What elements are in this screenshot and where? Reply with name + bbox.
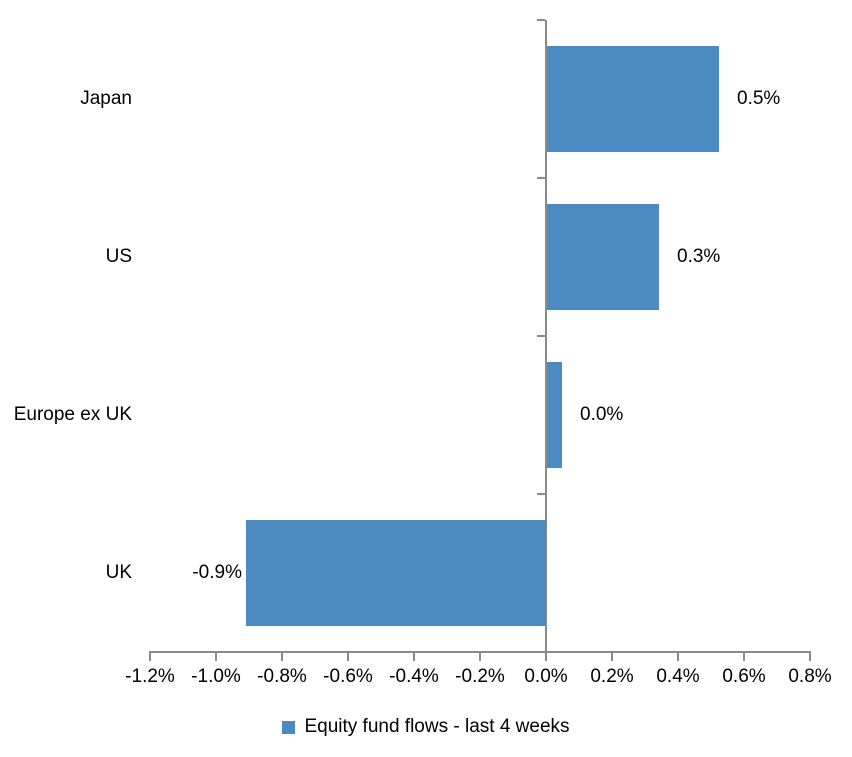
x-axis-tick-label: 0.6% xyxy=(722,666,766,687)
x-axis-tick xyxy=(347,653,349,661)
x-axis-tick-label: 0.0% xyxy=(524,666,568,687)
category-label-us: US xyxy=(105,246,132,267)
x-axis-tick xyxy=(611,653,613,661)
x-axis-tick xyxy=(149,653,151,661)
x-axis-tick xyxy=(413,653,415,661)
bar-europe-ex-uk xyxy=(547,362,562,468)
x-axis-tick xyxy=(281,653,283,661)
category-label-europe-ex-uk: Europe ex UK xyxy=(13,404,132,425)
legend-swatch-icon xyxy=(282,720,296,734)
category-label-uk: UK xyxy=(105,562,132,583)
x-axis-tick xyxy=(743,653,745,661)
x-axis-tick-label: -0.4% xyxy=(389,666,439,687)
bar-us xyxy=(547,204,659,310)
x-axis-tick-label: 0.4% xyxy=(656,666,700,687)
x-axis-tick-label: -0.2% xyxy=(455,666,505,687)
y-axis-tick xyxy=(537,19,545,21)
x-axis-tick-label: -0.8% xyxy=(257,666,307,687)
x-axis-tick-label: -1.0% xyxy=(191,666,241,687)
y-axis-tick xyxy=(537,177,545,179)
x-axis-line xyxy=(149,651,811,653)
category-label-japan: Japan xyxy=(80,88,132,109)
x-axis-tick-label: 0.2% xyxy=(590,666,634,687)
x-axis-tick-label: -0.6% xyxy=(323,666,373,687)
data-label-uk: -0.9% xyxy=(192,562,242,583)
x-axis-tick xyxy=(545,653,547,661)
y-axis-tick xyxy=(537,335,545,337)
x-axis-tick xyxy=(479,653,481,661)
x-axis-tick-label: 0.8% xyxy=(788,666,832,687)
y-axis-tick xyxy=(537,493,545,495)
data-label-europe-ex-uk: 0.0% xyxy=(580,404,624,425)
legend-label: Equity fund flows - last 4 weeks xyxy=(304,716,570,737)
x-axis-tick xyxy=(809,653,811,661)
legend: Equity fund flows - last 4 weeks xyxy=(0,713,852,741)
x-axis-tick xyxy=(215,653,217,661)
data-label-japan: 0.5% xyxy=(737,88,781,109)
x-axis-tick xyxy=(677,653,679,661)
bar-uk xyxy=(246,520,546,626)
data-label-us: 0.3% xyxy=(677,246,721,267)
y-axis-line xyxy=(545,20,547,652)
bar-japan xyxy=(547,46,719,152)
x-axis-tick-label: -1.2% xyxy=(125,666,175,687)
